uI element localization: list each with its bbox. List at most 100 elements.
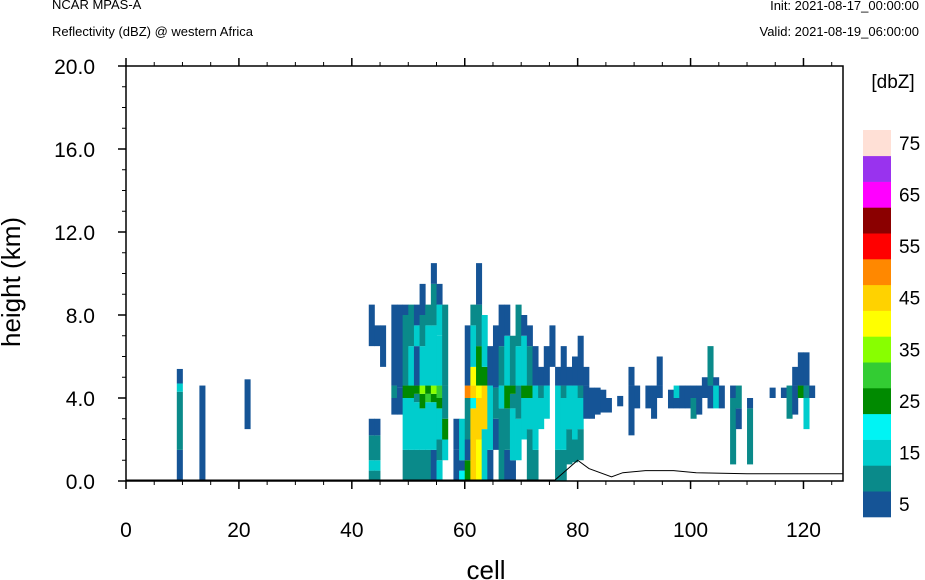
reflectivity-cell [374,460,381,471]
reflectivity-cell [747,398,754,409]
reflectivity-cell [803,385,810,398]
reflectivity-cell [600,389,607,413]
reflectivity-cell [515,304,522,347]
colorbar-swatch [863,491,891,518]
reflectivity-cell [667,389,675,409]
reflectivity-cell [577,429,584,461]
reflectivity-cell [419,449,426,481]
reflectivity-cell [509,335,516,386]
colorbar-label: 55 [899,237,920,258]
reflectivity-cell [543,385,550,419]
reflectivity-cell [459,418,466,461]
reflectivity-cell [538,366,545,386]
reflectivity-cell [413,325,420,347]
reflectivity-cell [464,356,471,386]
reflectivity-cell [436,398,443,409]
reflectivity-cell [425,385,432,394]
reflectivity-cell [402,315,409,357]
reflectivity-cell [464,385,471,398]
reflectivity-cell [656,356,663,386]
reflectivity-cell [436,335,443,386]
reflectivity-cell [436,385,443,398]
colorbar-swatch [863,207,891,234]
valid-time-label: Valid: 2021-08-19_06:00:00 [759,24,920,39]
reflectivity-cell [430,283,437,326]
reflectivity-cell [470,325,477,367]
reflectivity-cell [368,470,375,481]
reflectivity-cell [792,385,799,415]
reflectivity-cell [792,366,799,386]
reflectivity-cell [566,385,573,430]
reflectivity-cell [504,449,511,481]
reflectivity-cell [594,387,601,415]
reflectivity-cell [809,385,816,398]
reflectivity-cell [408,346,415,386]
reflectivity-cell [402,356,409,386]
reflectivity-cell [526,385,533,398]
reflectivity-cell [487,385,494,450]
x-tick-label: 80 [566,519,589,542]
reflectivity-cell [430,263,437,284]
reflectivity-cell [470,385,477,398]
reflectivity-cell [419,408,426,450]
reflectivity-cell [560,385,567,398]
reflectivity-cell [543,346,550,386]
reflectivity-cell [176,449,183,481]
reflectivity-cell [176,383,183,392]
reflectivity-cell [470,408,477,481]
reflectivity-cell [481,398,488,430]
reflectivity-cell [442,418,449,440]
reflectivity-cell [436,439,443,461]
reflectivity-cell [476,304,483,347]
terrain-line [126,459,843,481]
colorbar-swatch [863,465,891,492]
reflectivity-cell [374,325,381,347]
reflectivity-cell [413,304,420,326]
reflectivity-cell [430,325,437,386]
colorbar-label: 15 [899,444,920,465]
colorbar-swatch [863,413,891,440]
y-axis-title: height (km) [0,217,26,347]
chart-model-label: NCAR MPAS-A [52,0,142,12]
reflectivity-cell [583,366,590,386]
reflectivity-cell [532,346,539,386]
reflectivity-cell [515,385,522,419]
reflectivity-cell [464,460,471,481]
reflectivity-cell [492,387,500,419]
y-tick-label: 12.0 [54,222,95,245]
reflectivity-cell [413,385,420,394]
reflectivity-cell [549,325,556,367]
colorbar-swatch [863,259,891,286]
reflectivity-cell [413,402,420,450]
reflectivity-cell [402,449,409,481]
reflectivity-cell [673,398,680,409]
reflectivity-cell [628,366,635,386]
reflectivity-cell [651,385,658,419]
reflectivity-cell [504,304,511,336]
reflectivity-cell [588,387,595,419]
reflectivity-cell [476,263,483,305]
reflectivity-cell [605,398,612,413]
colorbar: 5 15 25 35 45 55 65 75 [863,130,920,518]
reflectivity-cell [176,368,183,384]
reflectivity-cell [408,398,415,450]
reflectivity-cell [560,449,567,481]
reflectivity-cell [803,398,810,430]
reflectivity-cell [560,398,567,450]
x-axis-title: cell [466,555,505,580]
reflectivity-cell [368,304,375,347]
reflectivity-cell [436,283,443,305]
reflectivity-cell [577,398,584,430]
reflectivity-cell [617,395,624,407]
reflectivity-cell [498,385,505,409]
reflectivity-cell [572,439,579,463]
reflectivity-cell [555,449,562,481]
reflectivity-cell [199,385,206,481]
reflectivity-cell [730,385,737,398]
x-tick-label: 0 [120,519,132,542]
reflectivity-cell [498,304,505,347]
y-tick-label: 4.0 [66,388,95,411]
reflectivity-cell [442,439,449,461]
reflectivity-cell [509,393,516,409]
